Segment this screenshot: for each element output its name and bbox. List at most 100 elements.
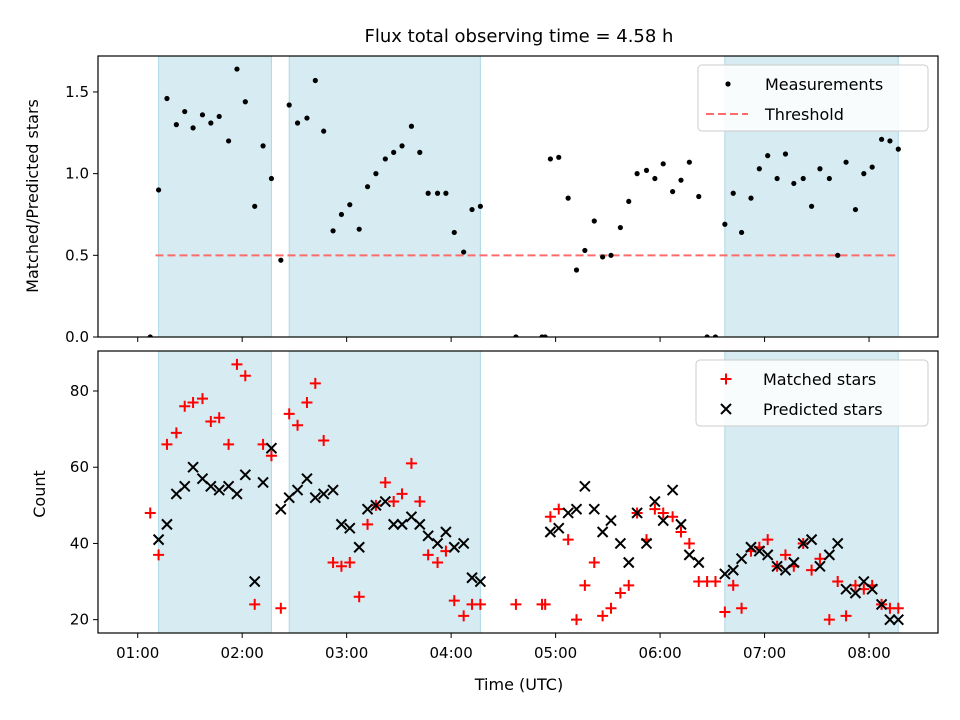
- measurement-point: [756, 166, 762, 172]
- measurement-point: [155, 187, 162, 193]
- predicted-star-point: [866, 583, 878, 595]
- measurement-point: [591, 218, 597, 224]
- measurement-point: [304, 115, 310, 121]
- measurement-point: [547, 156, 553, 162]
- matched-star-point: [327, 557, 339, 568]
- observing-window-band: [288, 351, 481, 633]
- legend-label: Matched stars: [763, 370, 876, 389]
- y-tick-label: 0.5: [65, 246, 89, 264]
- matched-star-point: [458, 610, 470, 622]
- bottom-y-axis-label: Count: [30, 470, 49, 518]
- matched-star-point: [353, 591, 365, 603]
- predicted-star-point: [309, 492, 322, 504]
- y-tick-label: 40: [70, 534, 89, 552]
- measurement-point: [216, 113, 222, 120]
- x-tick-label: 07:00: [743, 644, 786, 662]
- matched-star-point: [840, 610, 852, 622]
- matched-star-point: [474, 598, 486, 610]
- predicted-star-point: [152, 533, 165, 546]
- predicted-star-point: [605, 514, 617, 527]
- predicted-star-point: [761, 549, 774, 561]
- matched-star-point: [823, 614, 835, 626]
- predicted-star-point: [849, 587, 862, 599]
- x-tick-label: 04:00: [430, 644, 473, 662]
- measurement-point: [878, 136, 885, 142]
- observing-window-band: [288, 56, 481, 337]
- measurement-point: [600, 254, 606, 260]
- predicted-star-point: [753, 545, 766, 557]
- predicted-star-point: [675, 518, 687, 531]
- matched-star-point: [301, 396, 313, 408]
- measurement-point: [312, 77, 318, 84]
- measurement-point: [199, 112, 206, 118]
- measurement-point: [774, 175, 780, 182]
- measurement-point: [660, 161, 666, 167]
- chart-title: Flux total observing time = 4.58 h: [365, 26, 674, 47]
- matched-star-point: [544, 511, 556, 523]
- matched-star-point: [196, 393, 208, 405]
- matched-star-point: [649, 503, 661, 515]
- legend-measurements-marker: [725, 81, 731, 87]
- measurement-point: [712, 334, 719, 337]
- matched-star-point: [318, 435, 330, 447]
- predicted-star-point: [257, 476, 269, 489]
- matched-star-point: [205, 416, 217, 427]
- predicted-star-point: [570, 503, 583, 515]
- matched-star-point: [309, 377, 321, 389]
- matched-star-point: [657, 507, 669, 519]
- matched-star-point: [597, 610, 609, 622]
- matched-star-point: [379, 476, 391, 488]
- predicted-star-point: [422, 530, 434, 542]
- measurement-point: [582, 247, 588, 254]
- matched-star-point: [362, 518, 374, 530]
- predicted-star-point: [431, 537, 444, 550]
- predicted-star-point: [683, 549, 696, 561]
- measurement-point: [347, 202, 353, 208]
- measurement-point: [513, 334, 519, 337]
- measurement-point: [835, 252, 841, 258]
- predicted-star-point: [553, 522, 565, 534]
- predicted-star-point: [387, 518, 400, 531]
- predicted-star-point: [275, 503, 287, 515]
- measurement-point: [852, 206, 859, 213]
- measurement-point: [391, 149, 397, 155]
- predicted-star-point: [649, 495, 661, 508]
- matched-star-point: [448, 595, 460, 607]
- matched-star-point: [727, 579, 739, 591]
- predicted-star-point: [640, 537, 653, 550]
- matched-star-point: [239, 370, 251, 382]
- measurement-point: [182, 108, 188, 115]
- predicted-star-point: [466, 572, 478, 584]
- measurement-point: [678, 177, 684, 183]
- matched-star-point: [814, 553, 826, 565]
- matched-star-point: [762, 534, 774, 546]
- measurement-point: [330, 228, 336, 234]
- matched-star-point: [292, 419, 304, 431]
- measurement-point: [730, 190, 736, 196]
- observing-window-band: [158, 56, 272, 337]
- matched-star-point: [892, 602, 904, 614]
- measurement-point: [294, 120, 301, 126]
- predicted-star-point: [249, 575, 261, 588]
- matched-star-point: [265, 450, 277, 462]
- predicted-star-point: [239, 469, 252, 481]
- measurement-point: [826, 175, 832, 182]
- measurement-point: [373, 171, 379, 177]
- measurement-point: [696, 193, 702, 200]
- measurement-point: [626, 198, 632, 205]
- measurement-point: [748, 195, 754, 201]
- measurement-point: [542, 334, 548, 337]
- matched-star-point: [675, 526, 687, 538]
- measurement-point: [765, 153, 771, 159]
- predicted-star-point: [335, 518, 348, 531]
- legend-predicted-marker: [720, 403, 732, 415]
- measurement-point: [565, 195, 571, 201]
- matched-star-point: [335, 560, 347, 572]
- matched-star-point: [539, 598, 551, 610]
- matched-star-point: [275, 602, 287, 614]
- x-tick-label: 02:00: [221, 644, 264, 662]
- predicted-star-point: [187, 461, 199, 473]
- matched-star-point: [249, 598, 261, 610]
- predicted-star-point: [631, 507, 643, 519]
- matched-star-point: [432, 557, 444, 568]
